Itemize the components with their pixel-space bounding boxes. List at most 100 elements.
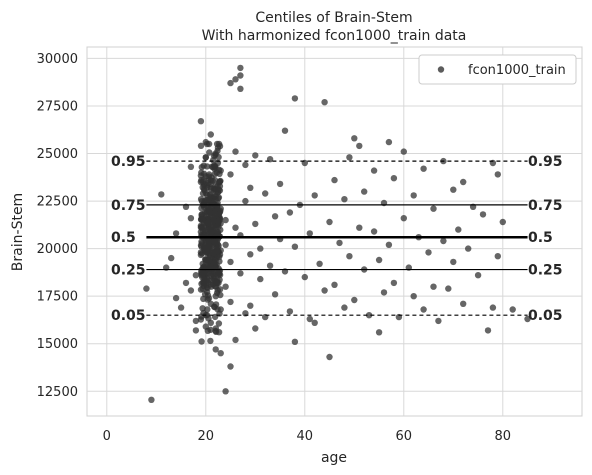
data-point (206, 149, 213, 156)
centile-label-left: 0.5 (111, 230, 136, 246)
x-tick-label: 80 (495, 429, 512, 444)
data-point (321, 99, 328, 106)
data-point (385, 138, 393, 146)
data-point (172, 230, 180, 237)
x-tick-label: 20 (198, 429, 215, 444)
data-point (266, 262, 274, 269)
data-point (187, 163, 195, 170)
data-point (460, 300, 467, 307)
y-tick-label: 17500 (37, 290, 78, 305)
data-point (257, 245, 264, 252)
data-point (187, 215, 195, 222)
centile-label-right: 0.25 (528, 263, 563, 279)
y-axis-label: Brain-Stem (10, 193, 26, 271)
centile-label-left: 0.75 (111, 198, 146, 214)
data-point (216, 143, 224, 150)
y-tick-label: 30000 (37, 52, 78, 67)
data-point (247, 302, 254, 309)
data-point (465, 245, 472, 252)
data-point (212, 151, 219, 159)
data-point (494, 253, 501, 260)
data-point (271, 291, 279, 298)
data-point (212, 301, 220, 308)
data-point (216, 178, 223, 185)
data-point (207, 326, 214, 333)
y-tick-label: 27500 (37, 99, 78, 114)
data-point (430, 283, 437, 290)
data-point (177, 304, 185, 311)
data-point (331, 176, 338, 184)
data-point (204, 306, 211, 313)
data-point (370, 228, 378, 235)
chart-title: Centiles of Brain-Stem (255, 10, 412, 26)
data-point (213, 261, 220, 268)
y-tick-label: 15000 (37, 337, 78, 352)
data-point (216, 286, 224, 293)
data-point (346, 154, 353, 161)
data-point (237, 85, 244, 93)
x-tick-label: 40 (297, 429, 314, 444)
x-tick-label: 60 (396, 429, 413, 444)
data-point (198, 338, 205, 345)
data-point (365, 312, 373, 319)
data-point (232, 336, 239, 344)
data-point (216, 253, 223, 260)
plot-area: 0.05 0.05 0.25 0.25 0.5 0.5 0.75 0.75 0.95 0.95 (86, 46, 583, 417)
data-point (197, 251, 205, 259)
y-tick-label: 12500 (37, 385, 78, 400)
data-point (192, 317, 200, 325)
data-point (201, 245, 209, 253)
data-point (204, 296, 211, 303)
data-point (227, 298, 234, 306)
data-point (331, 281, 338, 288)
data-point (237, 72, 244, 79)
data-point (205, 238, 212, 245)
data-point (207, 229, 215, 236)
data-point (143, 285, 150, 292)
data-point (247, 251, 254, 258)
data-point (207, 272, 214, 279)
centile-lines: 0.05 0.05 0.25 0.25 0.5 0.5 0.75 0.75 0.95 0.95 (111, 154, 563, 324)
legend-entry-fcon1000-train: fcon1000_train (468, 63, 566, 78)
data-point (311, 319, 318, 326)
data-point (212, 327, 219, 335)
plot-frame (86, 46, 583, 417)
data-point (291, 95, 299, 102)
centile-label-left: 0.25 (111, 263, 146, 279)
data-point (306, 315, 313, 323)
centile-label-left: 0.05 (111, 308, 146, 324)
scatter-points (143, 64, 531, 403)
data-point (400, 148, 407, 155)
data-point (205, 265, 212, 272)
legend-box (418, 54, 577, 85)
y-tick-label: 25000 (37, 147, 78, 162)
data-point (232, 148, 239, 155)
data-point (242, 197, 249, 205)
data-point (212, 248, 219, 255)
x-axis-label: age (321, 450, 347, 466)
data-point (351, 296, 358, 304)
data-point (286, 308, 294, 315)
data-point (380, 289, 388, 296)
data-point (400, 215, 407, 222)
data-point (209, 177, 216, 184)
data-point (316, 260, 323, 267)
data-point (212, 346, 219, 353)
data-point (210, 217, 218, 225)
data-point (172, 294, 180, 302)
data-point (499, 218, 506, 226)
data-point (420, 306, 427, 313)
data-point (222, 216, 229, 224)
data-point (187, 287, 195, 294)
data-point (201, 291, 209, 298)
data-point (242, 161, 249, 169)
data-point (192, 272, 200, 279)
data-point (209, 164, 217, 171)
data-point (227, 171, 234, 178)
data-point (197, 118, 205, 125)
data-point (222, 241, 229, 248)
data-point (227, 258, 234, 266)
data-point (420, 165, 427, 172)
legend: fcon1000_train (418, 54, 577, 85)
